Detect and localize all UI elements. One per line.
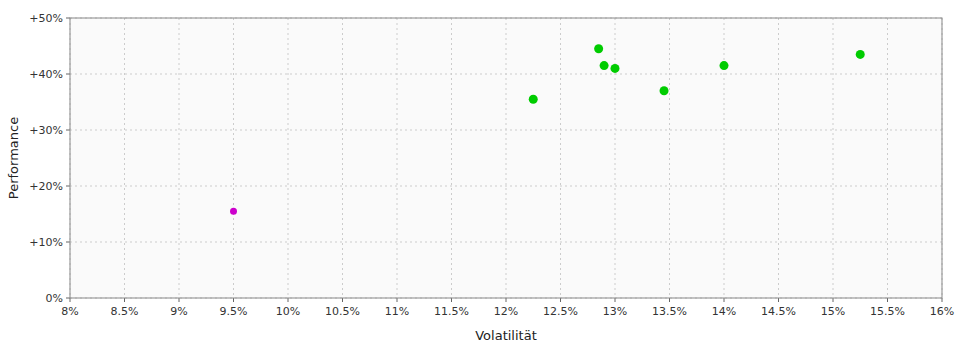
- y-tick-label: +20%: [29, 180, 63, 193]
- x-tick-label: 12.5%: [543, 305, 578, 318]
- y-tick: [66, 186, 70, 187]
- series: [529, 44, 865, 103]
- x-grid-line: [179, 18, 180, 298]
- x-tick: [887, 298, 888, 302]
- x-grid-line: [397, 18, 398, 298]
- scatter-point: [720, 61, 729, 70]
- y-tick-label: +10%: [29, 236, 63, 249]
- x-tick-label: 12%: [494, 305, 518, 318]
- x-tick-label: 11%: [385, 305, 409, 318]
- x-tick: [724, 298, 725, 302]
- grid: [70, 18, 942, 298]
- x-tick-label: 16%: [930, 305, 954, 318]
- y-tick-label: +30%: [29, 124, 63, 137]
- scatter-point: [594, 44, 603, 53]
- scatter-point: [529, 95, 538, 104]
- x-tick-label: 11.5%: [434, 305, 469, 318]
- x-tick: [124, 298, 125, 302]
- scatter-point: [660, 86, 669, 95]
- y-grid-line: [70, 74, 942, 75]
- scatter-point: [611, 64, 620, 73]
- x-grid-line: [342, 18, 343, 298]
- tick-labels: 8% 8.5% 9% 9.5% 10% 10.5% 11% 11.5% 12% 12.5% 13% 1…: [29, 12, 954, 318]
- x-grid-line: [451, 18, 452, 298]
- x-tick-label: 9%: [170, 305, 187, 318]
- data-points: [230, 44, 865, 214]
- scatter-point: [600, 61, 609, 70]
- x-tick: [179, 298, 180, 302]
- x-grid-line: [887, 18, 888, 298]
- x-grid-line: [833, 18, 834, 298]
- y-grid-line: [70, 186, 942, 187]
- y-grid-line: [70, 242, 942, 243]
- x-grid-line: [124, 18, 125, 298]
- x-grid-line: [615, 18, 616, 298]
- x-tick: [288, 298, 289, 302]
- x-grid-line: [560, 18, 561, 298]
- y-axis-label: Performance: [6, 117, 21, 199]
- x-tick: [615, 298, 616, 302]
- x-tick-label: 10%: [276, 305, 300, 318]
- x-tick: [70, 298, 71, 302]
- y-grid-line: [70, 130, 942, 131]
- x-tick: [342, 298, 343, 302]
- plot-frame: [70, 18, 942, 298]
- y-tick-label: +40%: [29, 68, 63, 81]
- x-tick: [506, 298, 507, 302]
- x-tick-label: 9.5%: [220, 305, 248, 318]
- x-grid-line: [288, 18, 289, 298]
- plot-background: [70, 18, 942, 298]
- y-tick: [66, 18, 70, 19]
- chart-container: 8% 8.5% 9% 9.5% 10% 10.5% 11% 11.5% 12% 12.5% 13% 1…: [0, 0, 966, 350]
- x-tick-label: 14%: [712, 305, 736, 318]
- x-tick-label: 15%: [821, 305, 845, 318]
- x-tick: [833, 298, 834, 302]
- y-tick: [66, 242, 70, 243]
- x-tick: [778, 298, 779, 302]
- y-tick: [66, 74, 70, 75]
- x-grid-line: [669, 18, 670, 298]
- y-tick-label: 0%: [46, 292, 63, 305]
- y-tick-label: +50%: [29, 12, 63, 25]
- x-tick-label: 15.5%: [870, 305, 905, 318]
- x-tick: [669, 298, 670, 302]
- x-axis-label: Volatilität: [475, 328, 537, 343]
- scatter-point: [230, 208, 237, 215]
- x-tick: [397, 298, 398, 302]
- x-tick-label: 13%: [603, 305, 627, 318]
- x-tick-label: 8%: [61, 305, 78, 318]
- x-tick: [451, 298, 452, 302]
- x-tick: [942, 298, 943, 302]
- x-tick: [233, 298, 234, 302]
- x-tick-label: 13.5%: [652, 305, 687, 318]
- x-tick: [560, 298, 561, 302]
- x-tick-label: 14.5%: [761, 305, 796, 318]
- x-tick-label: 8.5%: [111, 305, 139, 318]
- series: [230, 208, 237, 215]
- scatter-point: [856, 50, 865, 59]
- x-grid-line: [724, 18, 725, 298]
- x-tick-label: 10.5%: [325, 305, 360, 318]
- x-grid-line: [778, 18, 779, 298]
- y-tick: [66, 298, 70, 299]
- y-tick: [66, 130, 70, 131]
- chart-svg: 8% 8.5% 9% 9.5% 10% 10.5% 11% 11.5% 12% 12.5% 13% 1…: [0, 0, 966, 350]
- x-grid-line: [233, 18, 234, 298]
- x-grid-line: [506, 18, 507, 298]
